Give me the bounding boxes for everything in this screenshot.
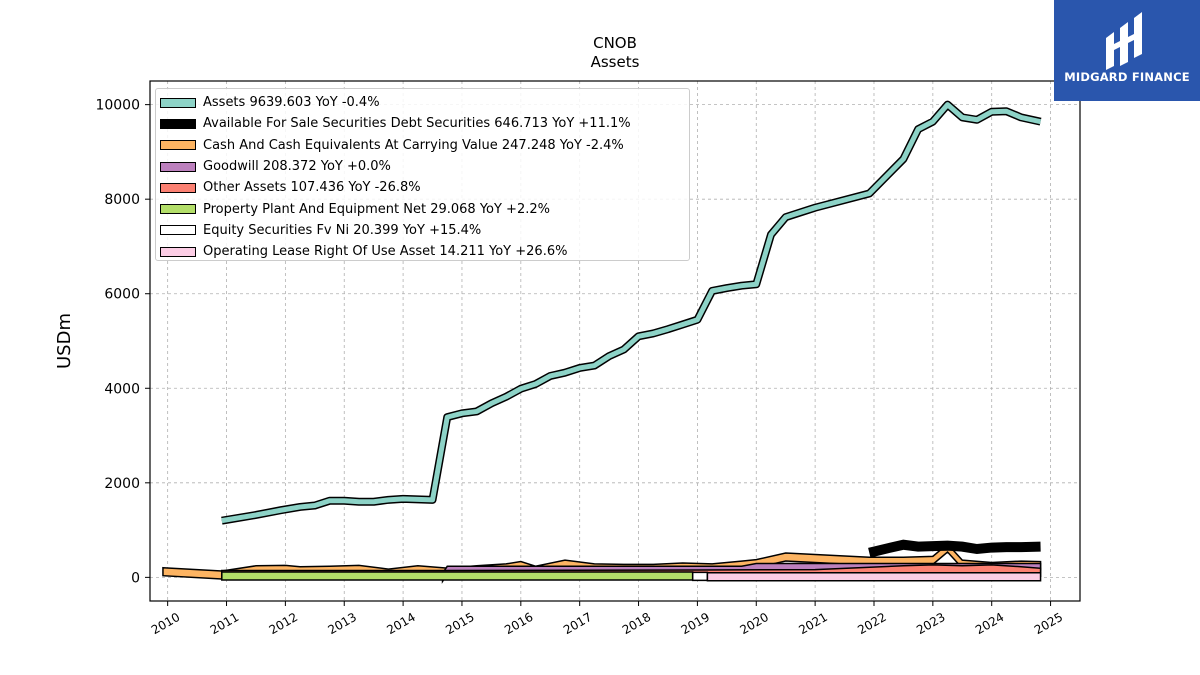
series-band (691, 571, 709, 582)
x-ticks: 2010 2011 2012 2013 2014 2015 2016 2017 2018 2019… (149, 601, 1065, 637)
legend-item: Equity Securities Fv Ni 20.399 YoY +15.4… (160, 220, 689, 241)
legend-swatch (160, 182, 196, 193)
legend-swatch (160, 97, 196, 108)
chart-title: CNOB (593, 34, 637, 52)
y-ticks: 0 2000 4000 6000 8000 10000 (95, 98, 150, 586)
x-tick-label: 2024 (973, 610, 1006, 637)
legend-label: Property Plant And Equipment Net 29.068 … (203, 201, 550, 217)
legend-swatch (160, 161, 196, 172)
legend-item: Goodwill 208.372 YoY +0.0% (160, 156, 689, 177)
x-tick-label: 2017 (561, 610, 594, 637)
series-equity-securities-fv-ni (691, 571, 709, 582)
y-tick-label: 6000 (104, 287, 140, 303)
x-tick-label: 2013 (326, 610, 359, 637)
legend-label: Assets 9639.603 YoY -0.4% (203, 95, 380, 111)
x-tick-label: 2014 (384, 610, 417, 637)
series-available-for-sale-securities-debt-securities (868, 539, 1041, 558)
legend-item: Property Plant And Equipment Net 29.068 … (160, 198, 689, 219)
legend-label: Operating Lease Right Of Use Asset 14.21… (203, 244, 568, 260)
series-band (221, 571, 694, 581)
y-tick-label: 10000 (95, 98, 140, 114)
watermark-text: MIDGARD FINANCE (1064, 70, 1190, 84)
legend-swatch (160, 246, 196, 257)
legend-label: Cash And Cash Equivalents At Carrying Va… (203, 137, 624, 153)
logo-mark-icon (1106, 12, 1142, 70)
x-tick-label: 2021 (796, 610, 829, 637)
x-tick-label: 2019 (679, 610, 712, 637)
y-tick-label: 0 (131, 570, 140, 586)
series-property-plant-and-equipment-net (221, 571, 694, 581)
x-tick-label: 2016 (502, 610, 535, 637)
legend-swatch (160, 118, 196, 129)
y-axis-label: USDm (54, 313, 75, 369)
legend-item: Operating Lease Right Of Use Asset 14.21… (160, 241, 689, 262)
x-tick-label: 2022 (855, 610, 888, 637)
chart-subtitle: Assets (591, 53, 640, 71)
x-tick-label: 2020 (738, 610, 771, 637)
series-layer (162, 100, 1042, 584)
x-tick-label: 2023 (914, 610, 947, 637)
legend-swatch (160, 140, 196, 151)
legend-item: Assets 9639.603 YoY -0.4% (160, 92, 689, 113)
series-assets (221, 100, 1042, 525)
legend-label: Equity Securities Fv Ni 20.399 YoY +15.4… (203, 222, 482, 238)
legend-label: Goodwill 208.372 YoY +0.0% (203, 159, 391, 175)
plot-frame (149, 80, 1081, 602)
legend-swatch (160, 225, 196, 236)
legend-item: Available For Sale Securities Debt Secur… (160, 113, 689, 134)
y-tick-label: 2000 (104, 476, 140, 492)
series-band (706, 571, 1042, 582)
x-tick-label: 2025 (1032, 610, 1065, 637)
x-tick-label: 2015 (443, 610, 476, 637)
watermark-logo: MIDGARD FINANCE (1054, 0, 1200, 101)
y-tick-label: 8000 (104, 192, 140, 208)
x-tick-label: 2011 (208, 610, 241, 637)
x-tick-label: 2010 (149, 610, 182, 637)
x-tick-label: 2018 (620, 610, 653, 637)
y-tick-label: 4000 (104, 381, 140, 397)
legend-label: Available For Sale Securities Debt Secur… (203, 116, 631, 132)
legend-item: Other Assets 107.436 YoY -26.8% (160, 177, 689, 198)
series-operating-lease-right-of-use-asset (706, 571, 1042, 582)
legend-label: Other Assets 107.436 YoY -26.8% (203, 180, 421, 196)
series-line (221, 102, 1042, 524)
legend-swatch (160, 204, 196, 215)
x-tick-label: 2012 (267, 610, 300, 637)
legend: Assets 9639.603 YoY -0.4% Available For S… (155, 88, 690, 261)
legend-item: Cash And Cash Equivalents At Carrying Va… (160, 135, 689, 156)
